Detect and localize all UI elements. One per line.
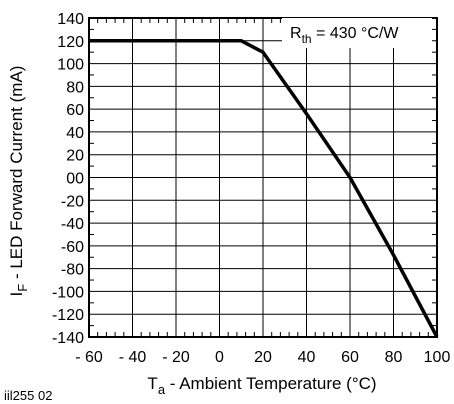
x-axis-title: Ta - Ambient Temperature (°C): [147, 374, 376, 397]
x-tick-label: 20: [254, 349, 272, 366]
y-tick-label: -120: [52, 307, 84, 324]
x-tick-label: 0: [215, 349, 224, 366]
y-tick-labels: 140 120 100 80 60 40 20 00 -20 -40 -60 -80 -100 -120 -…: [52, 11, 84, 347]
y-tick-label: -100: [52, 284, 84, 301]
x-tick-label: 80: [385, 349, 403, 366]
x-tick-label: 40: [298, 349, 316, 366]
x-tick-labels: - 60 - 40 - 20 0 20 40 60 80 100: [75, 349, 450, 366]
y-tick-label: -60: [61, 239, 84, 256]
y-tick-label: 140: [57, 11, 84, 28]
y-tick-label: 80: [66, 79, 84, 96]
grid: [88, 17, 438, 338]
plot-frame: [88, 17, 438, 338]
x-tick-label: - 40: [119, 349, 147, 366]
x-tick-label: 60: [341, 349, 359, 366]
y-tick-label: 00: [66, 171, 84, 188]
y-axis-title: IF - LED Forward Current (mA): [7, 66, 30, 297]
y-tick-label: 120: [57, 34, 84, 51]
rth-annotation: Rth = 430 °C/W: [290, 25, 399, 46]
y-tick-label: 40: [66, 125, 84, 142]
figure-id: iil255 02: [4, 388, 52, 403]
y-tick-label: -140: [52, 330, 84, 347]
y-tick-label: -40: [61, 216, 84, 233]
series-line: [89, 39, 439, 338]
x-tick-label: - 20: [162, 349, 190, 366]
x-tick-label: - 60: [75, 349, 103, 366]
y-tick-label: 100: [57, 57, 84, 74]
annotation-background: [282, 18, 432, 48]
y-tick-label: 20: [66, 148, 84, 165]
y-tick-label: 60: [66, 102, 84, 119]
y-tick-label: -80: [61, 262, 84, 279]
y-tick-label: -20: [61, 193, 84, 210]
x-tick-label: 100: [424, 349, 451, 366]
